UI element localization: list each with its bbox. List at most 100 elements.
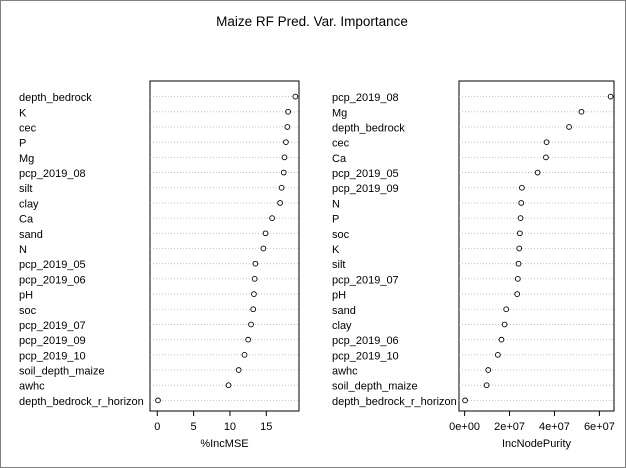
variable-label-ph: pH <box>332 290 346 302</box>
importance-point-pcp-2019-10 <box>241 351 248 358</box>
importance-point-pcp-2019-08 <box>280 169 287 176</box>
variable-label-pcp-2019-06: pcp_2019_06 <box>19 274 86 286</box>
variable-label-pcp-2019-10: pcp_2019_10 <box>19 350 86 362</box>
importance-point-awhc <box>225 382 232 389</box>
x-tick-label: 5 <box>191 421 197 433</box>
importance-point-pcp-2019-08 <box>607 93 614 100</box>
variable-label-depth-bedrock: depth_bedrock <box>19 92 92 104</box>
variable-label-mg: Mg <box>19 153 34 165</box>
variable-label-soc: soc <box>332 229 350 241</box>
importance-point-pcp-2019-09 <box>519 184 525 191</box>
variable-label-awhc: awhc <box>332 366 358 378</box>
importance-point-ca <box>269 215 275 221</box>
variable-label-pcp-2019-05: pcp_2019_05 <box>332 168 399 180</box>
variable-label-soc: soc <box>19 305 37 317</box>
x-axis-label: IncNodePurity <box>502 438 572 450</box>
x-tick-label: 0e+00 <box>449 421 480 433</box>
importance-point-n <box>260 245 267 252</box>
variable-label-sand: sand <box>332 305 356 317</box>
importance-point-depth-bedrock <box>292 93 299 100</box>
variable-label-n: N <box>19 244 27 256</box>
variable-label-mg: Mg <box>332 107 347 119</box>
importance-point-pcp-2019-06 <box>251 276 258 282</box>
variable-label-silt: silt <box>332 259 345 271</box>
variable-label-k: K <box>332 244 340 256</box>
importance-point-pcp-2019-05 <box>534 169 541 176</box>
variable-label-awhc: awhc <box>19 381 45 393</box>
importance-point-awhc <box>485 367 492 373</box>
plot-box <box>458 80 615 412</box>
importance-point-mg <box>281 154 288 161</box>
importance-point-cec <box>543 139 550 146</box>
variable-label-clay: clay <box>332 320 352 332</box>
variable-label-ca: Ca <box>332 153 347 165</box>
importance-point-pcp-2019-10 <box>495 351 501 358</box>
importance-point-depth-bedrock-r-horizon <box>462 397 468 404</box>
variable-label-p: P <box>332 214 339 226</box>
importance-point-n <box>518 200 525 206</box>
importance-point-pcp-2019-09 <box>245 336 251 343</box>
variable-label-pcp-2019-09: pcp_2019_09 <box>19 335 86 347</box>
x-tick-label: 10 <box>224 421 236 433</box>
variable-label-cec: cec <box>332 138 350 150</box>
importance-point-k <box>516 245 523 252</box>
variable-label-pcp-2019-06: pcp_2019_06 <box>332 335 399 347</box>
variable-label-soil-depth-maize: soil_depth_maize <box>332 381 418 393</box>
variable-label-n: N <box>332 198 340 210</box>
importance-point-depth-bedrock <box>566 124 572 130</box>
importance-point-ca <box>543 154 549 161</box>
chart-title: Maize RF Pred. Var. Importance <box>216 14 408 29</box>
importance-point-soc <box>250 306 257 313</box>
importance-point-sand <box>503 306 510 313</box>
variable-label-pcp-2019-07: pcp_2019_07 <box>332 274 399 286</box>
importance-point-soc <box>517 230 523 237</box>
variable-label-pcp-2019-07: pcp_2019_07 <box>19 320 86 332</box>
variable-label-depth-bedrock: depth_bedrock <box>332 122 405 134</box>
variable-label-soil-depth-maize: soil_depth_maize <box>19 366 105 378</box>
x-axis-label: %IncMSE <box>200 438 248 450</box>
variable-label-silt: silt <box>19 183 32 195</box>
importance-point-clay <box>501 321 508 328</box>
importance-point-p <box>517 215 524 221</box>
importance-point-depth-bedrock-r-horizon <box>155 397 161 404</box>
variable-label-depth-bedrock-r-horizon: depth_bedrock_r_horizon <box>19 396 144 408</box>
variable-label-cec: cec <box>19 122 37 134</box>
x-tick-label: 4e+07 <box>539 421 570 433</box>
x-tick-label: 15 <box>260 421 272 433</box>
importance-point-pcp-2019-05 <box>252 260 259 267</box>
variable-label-clay: clay <box>19 198 39 210</box>
variable-label-pcp-2019-10: pcp_2019_10 <box>332 350 399 362</box>
importance-point-soil-depth-maize <box>235 367 242 373</box>
variable-label-pcp-2019-08: pcp_2019_08 <box>19 168 86 180</box>
importance-point-silt <box>515 260 522 267</box>
importance-point-pcp-2019-06 <box>498 336 505 343</box>
variable-label-p: P <box>19 138 26 150</box>
importance-point-k <box>285 108 291 115</box>
variable-label-pcp-2019-09: pcp_2019_09 <box>332 183 399 195</box>
variable-label-sand: sand <box>19 229 43 241</box>
importance-point-ph <box>251 291 257 297</box>
importance-point-p <box>283 139 289 146</box>
variable-label-pcp-2019-08: pcp_2019_08 <box>332 92 399 104</box>
importance-point-pcp-2019-07 <box>248 321 254 328</box>
importance-point-soil-depth-maize <box>483 382 490 389</box>
variable-label-k: K <box>19 107 27 119</box>
variable-label-depth-bedrock-r-horizon: depth_bedrock_r_horizon <box>332 396 457 408</box>
importance-point-silt <box>278 184 285 191</box>
variable-label-ca: Ca <box>19 214 34 226</box>
importance-point-clay <box>277 200 283 206</box>
x-tick-label: 2e+07 <box>494 421 525 433</box>
importance-point-mg <box>578 108 585 115</box>
x-tick-label: 0 <box>154 421 160 433</box>
importance-point-cec <box>284 124 291 130</box>
x-tick-label: 6e+07 <box>584 421 615 433</box>
plot-box <box>149 80 300 412</box>
variable-label-ph: pH <box>19 290 33 302</box>
importance-point-pcp-2019-07 <box>515 276 521 282</box>
importance-point-sand <box>262 230 269 237</box>
importance-point-ph <box>514 291 521 297</box>
